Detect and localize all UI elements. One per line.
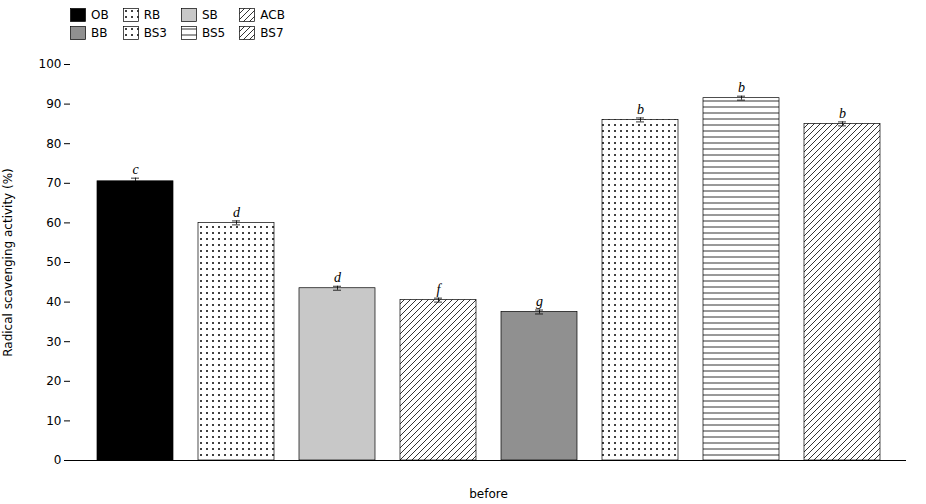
- svg-text:0: 0: [54, 453, 62, 467]
- svg-text:30: 30: [46, 335, 61, 349]
- svg-text:80: 80: [46, 137, 61, 151]
- html-text:BS5: BS5: [202, 26, 226, 40]
- svg-text:d: d: [334, 270, 342, 285]
- html-text:SB: SB: [202, 8, 218, 22]
- svg-text:100: 100: [39, 57, 62, 71]
- svg-text:c: c: [132, 162, 139, 177]
- svg-text:before: before: [469, 487, 508, 501]
- svg-text:Radical scavenging activity (%: Radical scavenging activity (%): [1, 168, 15, 357]
- svg-text:10: 10: [46, 414, 61, 428]
- html-text:OB: OB: [91, 8, 109, 22]
- svg-text:d: d: [233, 205, 241, 220]
- svg-text:70: 70: [46, 176, 61, 190]
- html-text:RB: RB: [143, 8, 161, 22]
- html-text:ACB: ACB: [260, 8, 285, 22]
- svg-text:b: b: [839, 106, 846, 121]
- svg-text:60: 60: [46, 216, 61, 230]
- svg-text:50: 50: [46, 255, 61, 269]
- html-text:BS7: BS7: [260, 26, 284, 40]
- svg-text:20: 20: [46, 374, 61, 388]
- svg-text:90: 90: [46, 97, 61, 111]
- html-text:BB: BB: [91, 26, 108, 40]
- svg-text:f: f: [437, 282, 443, 297]
- svg-text:b: b: [637, 102, 644, 117]
- html-text:BS3: BS3: [143, 26, 167, 40]
- svg-text:b: b: [738, 80, 745, 95]
- svg-text:40: 40: [46, 295, 61, 309]
- svg-text:g: g: [536, 294, 543, 309]
